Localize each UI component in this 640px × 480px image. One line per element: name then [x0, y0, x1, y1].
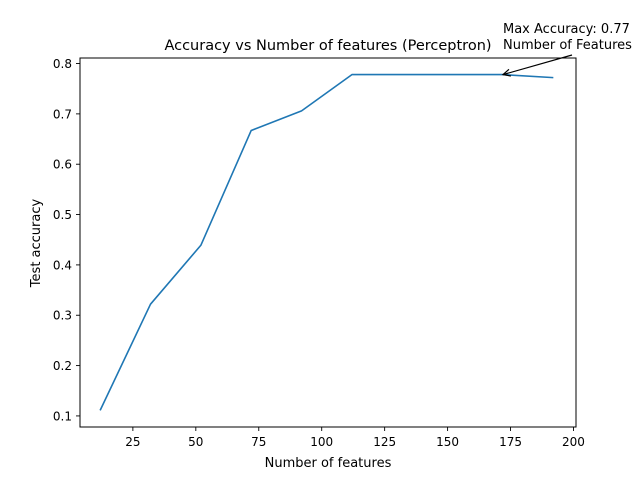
x-tick-label: 100 [310, 435, 333, 449]
x-tick-label: 50 [188, 435, 203, 449]
x-tick-label: 125 [373, 435, 396, 449]
x-axis-label: Number of features [265, 456, 392, 471]
y-axis-ticks: 0.1 0.2 0.3 0.4 0.5 0.6 0.7 0.8 [53, 57, 80, 423]
chart-title: Accuracy vs Number of features (Perceptr… [164, 38, 491, 54]
x-tick-label: 150 [436, 435, 459, 449]
annotation-line-2: Number of Features [503, 38, 632, 53]
y-tick-label: 0.3 [53, 309, 72, 323]
x-tick-label: 75 [251, 435, 266, 449]
y-tick-label: 0.7 [53, 107, 72, 121]
x-axis-ticks: 25 50 75 100 125 150 175 200 [125, 427, 585, 449]
x-tick-label: 25 [125, 435, 140, 449]
annotation-line-1: Max Accuracy: 0.77 [503, 22, 630, 37]
x-tick-label: 175 [499, 435, 522, 449]
series-line-0 [99, 73, 554, 411]
annotation-arrowhead [501, 68, 511, 77]
annotation: Max Accuracy: 0.77 Number of Features [501, 22, 632, 77]
y-tick-label: 0.4 [53, 258, 72, 272]
plot-area [80, 58, 576, 427]
axes-frame [79, 57, 577, 428]
y-tick-label: 0.5 [53, 208, 72, 222]
y-tick-label: 0.2 [53, 359, 72, 373]
series-layer [99, 73, 554, 411]
y-tick-label: 0.8 [53, 57, 72, 71]
x-tick-label: 200 [562, 435, 585, 449]
y-axis-label: Test accuracy [29, 199, 44, 289]
y-tick-label: 0.6 [53, 158, 72, 172]
annotation-arrow [502, 54, 573, 76]
y-tick-label: 0.1 [53, 409, 72, 423]
